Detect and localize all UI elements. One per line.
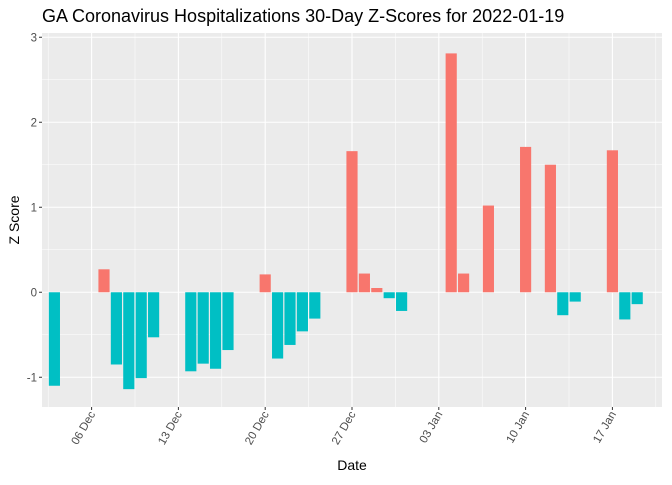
bar — [110, 292, 122, 365]
y-tick-label: 2 — [31, 117, 37, 129]
bar — [557, 292, 569, 316]
bar — [383, 292, 395, 299]
bar — [371, 288, 383, 293]
bar — [458, 273, 470, 293]
bar — [569, 292, 581, 302]
chart-title: GA Coronavirus Hospitalizations 30-Day Z… — [42, 6, 564, 26]
bar — [482, 205, 494, 293]
bar — [520, 146, 532, 293]
bar — [346, 151, 358, 293]
bar — [135, 292, 147, 379]
bars — [48, 53, 643, 390]
bar — [185, 292, 197, 372]
bar — [396, 292, 408, 311]
bar — [210, 292, 222, 369]
bar — [296, 292, 308, 332]
x-axis-title: Date — [337, 457, 367, 473]
x-tick-label: 27 Dec — [330, 409, 359, 447]
bar — [197, 292, 209, 364]
bar — [272, 292, 284, 359]
y-tick-label: 1 — [31, 202, 37, 214]
x-tick-label: 06 Dec — [70, 409, 99, 447]
bar — [48, 292, 60, 386]
x-tick-label: 17 Jan — [591, 410, 619, 446]
bar — [98, 269, 110, 293]
bar — [445, 53, 457, 293]
y-tick-label: 0 — [31, 287, 37, 299]
bar — [631, 292, 643, 305]
x-tick-label: 20 Dec — [243, 409, 272, 447]
x-tick-label: 10 Jan — [505, 410, 533, 446]
bar — [148, 292, 160, 338]
bar — [619, 292, 631, 320]
x-tick-label: 03 Jan — [418, 410, 446, 446]
x-tick-label: 13 Dec — [156, 409, 185, 447]
bar — [123, 292, 135, 390]
bar — [284, 292, 296, 345]
bar — [259, 274, 271, 293]
bar — [309, 292, 321, 319]
bar — [358, 273, 370, 293]
y-tick-label: -1 — [27, 372, 37, 384]
x-axis: 06 Dec 13 Dec 20 Dec 27 Dec 03 Jan 10 Jan 17 J… — [70, 407, 619, 447]
bar — [222, 292, 234, 351]
y-tick-label: 3 — [31, 32, 37, 44]
bar — [544, 164, 556, 293]
bar — [606, 150, 618, 293]
y-axis-title: Z Score — [6, 195, 22, 244]
y-axis: -1 0 1 2 3 — [27, 32, 42, 384]
